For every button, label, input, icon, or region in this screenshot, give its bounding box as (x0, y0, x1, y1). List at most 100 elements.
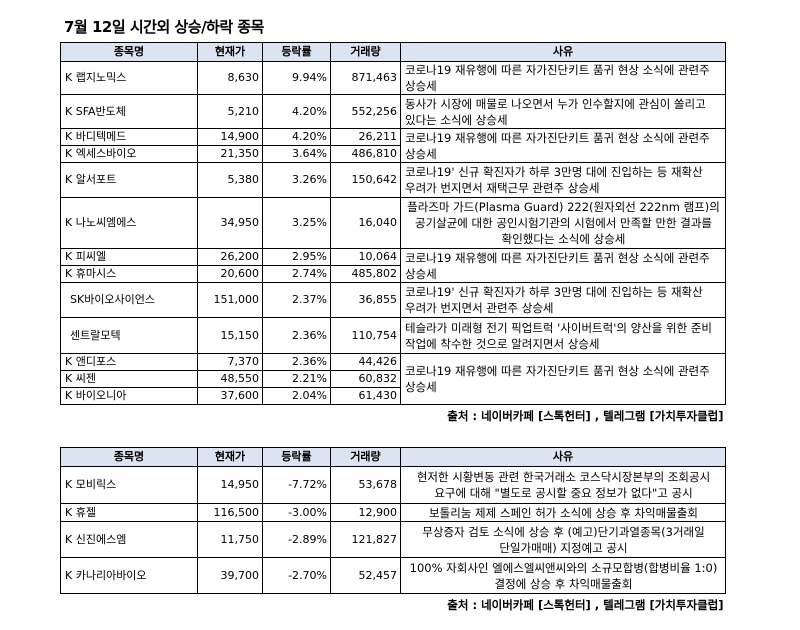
stock-volume: 486,810 (330, 145, 401, 163)
table-row: 센트랄모텍 15,150 2.36% 110,754 테슬라가 미래형 전기 픽… (60, 317, 726, 354)
stock-name: K 앤디포스 (60, 353, 198, 371)
stock-price: 34,950 (197, 197, 263, 249)
stock-price: 21,350 (197, 145, 263, 163)
stock-change: 4.20% (262, 128, 331, 146)
header-change: 등락률 (262, 42, 331, 62)
stock-reason: 플라즈마 가드(Plasma Guard) 222(원자외선 222nm 램프)… (400, 197, 726, 249)
stock-reason: 현저한 시황변동 관련 한국거래소 코스닥시장본부의 조회공시 요구에 대해 "… (400, 466, 726, 504)
header-price: 현재가 (197, 447, 263, 467)
stock-price: 48,550 (197, 370, 263, 388)
table-header-row: 종목명 현재가 등락률 거래량 사유 (60, 447, 726, 467)
stock-reason: 보톨리눔 제제 스페인 허가 소식에 상승 후 차익매물출회 (400, 503, 726, 522)
table-row: K 앤디포스 7,370 2.36% 44,426 코로나19 재유행에 따른 … (60, 353, 726, 405)
stock-name: K 휴마시스 (60, 265, 198, 283)
stock-volume: 26,211 (330, 128, 401, 146)
stock-change: 2.37% (262, 282, 331, 318)
stock-change: 2.95% (262, 248, 331, 266)
table-row: K 나노씨엠에스 34,950 3.25% 16,040 플라즈마 가드(Pla… (60, 197, 726, 249)
stock-price: 15,150 (197, 317, 263, 354)
header-volume: 거래량 (330, 447, 401, 467)
table-row: K 바이오니아 37,600 2.04% 61,430 (60, 387, 726, 405)
stock-name: K 바디텍메드 (60, 128, 198, 146)
stock-price: 5,380 (197, 162, 263, 198)
stock-name: K 랩지노믹스 (60, 61, 198, 95)
stock-change: 2.04% (262, 387, 331, 405)
stock-price: 39,700 (197, 557, 263, 594)
table-row: K 신진에스엠 11,750 -2.89% 121,827 무상증자 검토 소식… (60, 521, 726, 558)
stock-name: K 신진에스엠 (60, 521, 198, 558)
stock-change: -2.89% (262, 521, 331, 558)
stock-change: -3.00% (262, 503, 331, 522)
stock-volume: 60,832 (330, 370, 401, 388)
table-row: K 바디텍메드 14,900 4.20% 26,211 코로나19 재유행에 따… (60, 128, 726, 163)
stock-change: 3.26% (262, 162, 331, 198)
stock-name: K 씨젠 (60, 370, 198, 388)
stock-name: 센트랄모텍 (60, 317, 198, 354)
stock-volume: 53,678 (330, 466, 401, 504)
stock-change: 9.94% (262, 61, 331, 95)
stock-name: K 카나리아바이오 (60, 557, 198, 594)
stock-price: 5,210 (197, 94, 263, 129)
falling-stocks-table: 종목명 현재가 등락률 거래량 사유 K 모비릭스 14,950 -7.72% … (60, 447, 726, 613)
stock-price: 151,000 (197, 282, 263, 318)
stock-reason: 100% 자회사인 엘에스엘씨앤씨와의 소규모합병(합병비율 1:0) 결정에 … (400, 557, 726, 594)
table-row: SK바이오사이언스 151,000 2.37% 36,855 코로나19' 신규… (60, 282, 726, 318)
stock-volume: 61,430 (330, 387, 401, 405)
table-row: K 모비릭스 14,950 -7.72% 53,678 현저한 시황변동 관련 … (60, 466, 726, 504)
stock-price: 20,600 (197, 265, 263, 283)
stock-price: 11,750 (197, 521, 263, 558)
stock-change: 2.74% (262, 265, 331, 283)
stock-volume: 10,064 (330, 248, 401, 266)
stock-price: 37,600 (197, 387, 263, 405)
stock-change: -7.72% (262, 466, 331, 504)
source-text: 출처 : 네이버카페 [스톡헌터] , 텔레그램 [가치투자클럽] (447, 598, 724, 612)
stock-reason: 코로나19 재유행에 따른 자가진단키트 품귀 현상 소식에 관련주 상승세 (400, 353, 726, 405)
stock-volume: 12,900 (330, 503, 401, 522)
stock-volume: 552,256 (330, 94, 401, 129)
table-row: K 휴젤 116,500 -3.00% 12,900 보톨리눔 제제 스페인 허… (60, 503, 726, 522)
stock-change: 4.20% (262, 94, 331, 129)
stock-name: K 피씨엘 (60, 248, 198, 266)
stock-reason: 코로나19 재유행에 따른 자가진단키트 품귀 현상 소식에 관련주 상승세 (400, 128, 726, 163)
stock-volume: 150,642 (330, 162, 401, 198)
stock-volume: 44,426 (330, 353, 401, 371)
stock-name: K 나노씨엠에스 (60, 197, 198, 249)
header-reason: 사유 (400, 42, 726, 62)
source-row: 출처 : 네이버카페 [스톡헌터] , 텔레그램 [가치투자클럽] (61, 594, 726, 614)
table-row: K 카나리아바이오 39,700 -2.70% 52,457 100% 자회사인… (60, 557, 726, 594)
stock-change: 3.25% (262, 197, 331, 249)
stock-name: K 알서포트 (60, 162, 198, 198)
stock-reason: 코로나19' 신규 확진자가 하루 3만명 대에 진입하는 등 재확산 우려가 … (400, 162, 726, 198)
stock-price: 8,630 (197, 61, 263, 95)
header-price: 현재가 (197, 42, 263, 62)
stock-price: 7,370 (197, 353, 263, 371)
table-row: K 피씨엘 26,200 2.95% 10,064 코로나19 재유행에 따른 … (60, 248, 726, 283)
stock-price: 14,900 (197, 128, 263, 146)
header-change: 등락률 (262, 447, 331, 467)
stock-name: K 휴젤 (60, 503, 198, 522)
stock-name: SK바이오사이언스 (60, 282, 198, 318)
stock-volume: 36,855 (330, 282, 401, 318)
source-text: 출처 : 네이버카페 [스톡헌터] , 텔레그램 [가치투자클럽] (447, 409, 724, 423)
stock-change: 2.36% (262, 353, 331, 371)
table-row: K SFA반도체 5,210 4.20% 552,256 동사가 시장에 매물로… (60, 94, 726, 129)
source-row: 출처 : 네이버카페 [스톡헌터] , 텔레그램 [가치투자클럽] (61, 405, 726, 425)
stock-change: 3.64% (262, 145, 331, 163)
stock-name: K 엑세스바이오 (60, 145, 198, 163)
stock-volume: 110,754 (330, 317, 401, 354)
header-name: 종목명 (60, 42, 198, 62)
stock-price: 14,950 (197, 466, 263, 504)
stock-name: K 바이오니아 (60, 387, 198, 405)
stock-change: -2.70% (262, 557, 331, 594)
stock-volume: 871,463 (330, 61, 401, 95)
rising-stocks-table: 종목명 현재가 등락률 거래량 사유 K 랩지노믹스 8,630 9.94% 8… (60, 42, 726, 424)
stock-name: K 모비릭스 (60, 466, 198, 504)
table-row: K 알서포트 5,380 3.26% 150,642 코로나19' 신규 확진자… (60, 162, 726, 198)
stock-volume: 16,040 (330, 197, 401, 249)
stock-price: 26,200 (197, 248, 263, 266)
stock-change: 2.36% (262, 317, 331, 354)
stock-reason: 코로나19 재유행에 따른 자가진단키트 품귀 현상 소식에 관련주 상승세 (400, 61, 726, 95)
table-row: K 랩지노믹스 8,630 9.94% 871,463 코로나19 재유행에 따… (60, 61, 726, 95)
stock-reason: 무상증자 검토 소식에 상승 후 (예고)단기과열종목(3거래일 단일가매매) … (400, 521, 726, 558)
table-row: K 씨젠 48,550 2.21% 60,832 (60, 370, 726, 388)
